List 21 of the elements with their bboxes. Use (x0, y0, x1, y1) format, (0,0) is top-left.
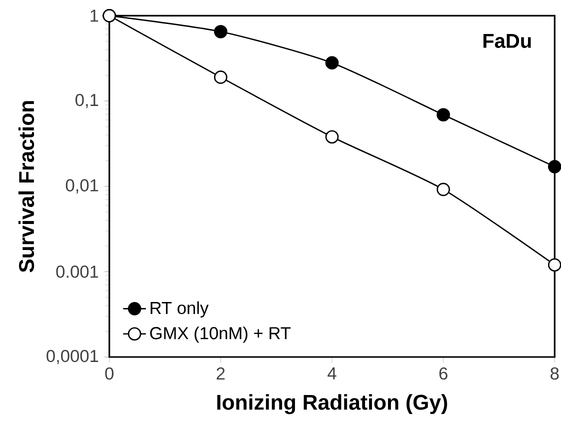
legend-label: GMX (10nM) + RT (150, 326, 291, 343)
point (214, 24, 228, 38)
x-axis-title: Ionizing Radiation (Gy) (217, 394, 448, 414)
y-tick-label: 0.001 (56, 266, 98, 278)
y-axis-title: Survival Fraction (18, 101, 34, 272)
point (436, 108, 450, 122)
legend-label: RT only (150, 301, 209, 318)
point (325, 56, 339, 70)
x-tick-label: 0 (105, 367, 114, 380)
y-tick-label: 1 (90, 10, 98, 22)
x-tick-label: 2 (216, 367, 225, 380)
point (325, 130, 339, 144)
point (214, 70, 228, 84)
y-tick-label: 0,01 (66, 179, 98, 194)
x-tick-label: 6 (439, 367, 448, 380)
x-tick-label: 8 (550, 367, 559, 380)
point (436, 182, 450, 196)
y-tick-label: 0,1 (76, 94, 98, 108)
y-tick-label: 0,0001 (46, 350, 98, 364)
x-tick-label: 4 (328, 367, 336, 380)
annotation: FaDu (483, 34, 531, 48)
